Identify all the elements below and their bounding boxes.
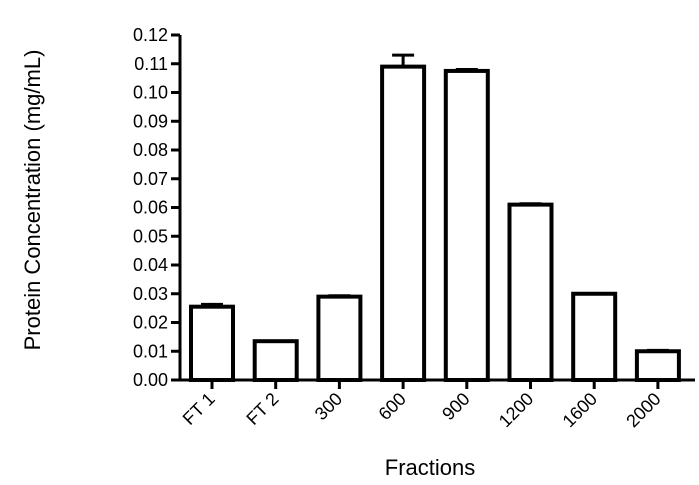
bar-7	[634, 349, 681, 382]
bar-5	[507, 202, 554, 382]
y-tick-label: 0.09	[133, 111, 168, 131]
bar-0	[189, 304, 235, 382]
x-tick-label: 300	[311, 389, 346, 424]
y-tick-label: 0.12	[133, 25, 168, 45]
y-tick-label: 0.02	[133, 313, 168, 333]
y-tick-label: 0.08	[133, 140, 168, 160]
bar-2	[316, 294, 363, 382]
x-tick-label: FT 1	[179, 389, 219, 429]
y-axis-title: Protein Concentration (mg/mL)	[20, 50, 45, 351]
x-tick-label: 1200	[495, 389, 537, 431]
x-tick-label: 2000	[622, 389, 664, 431]
y-tick-label: 0.00	[133, 370, 168, 390]
y-tick-label: 0.03	[133, 284, 168, 304]
y-tick-label: 0.10	[133, 83, 168, 103]
x-tick-label: 600	[375, 389, 410, 424]
x-axis-title: Fractions	[385, 455, 475, 480]
x-tick-label: 1600	[559, 389, 601, 431]
x-axis-ticks: FT 1 FT 2 300 600 900 1200 1600 2000	[179, 380, 665, 431]
y-tick-label: 0.07	[133, 169, 168, 189]
y-tick-label: 0.06	[133, 198, 168, 218]
y-tick-label: 0.01	[133, 341, 168, 361]
y-axis-ticks: 0.00 0.01 0.02 0.03 0.04 0.05 0.06 0.07 0.08 0.09…	[133, 25, 180, 390]
y-tick-label: 0.11	[134, 54, 168, 74]
x-tick-label: FT 2	[242, 389, 282, 429]
bar-1	[252, 339, 299, 382]
bar-4	[443, 68, 490, 382]
y-tick-label: 0.05	[133, 226, 168, 246]
bar-3	[380, 64, 427, 382]
bar-6	[571, 291, 618, 382]
x-tick-label: 900	[438, 389, 473, 424]
y-tick-label: 0.04	[133, 255, 168, 275]
bars	[189, 53, 681, 382]
